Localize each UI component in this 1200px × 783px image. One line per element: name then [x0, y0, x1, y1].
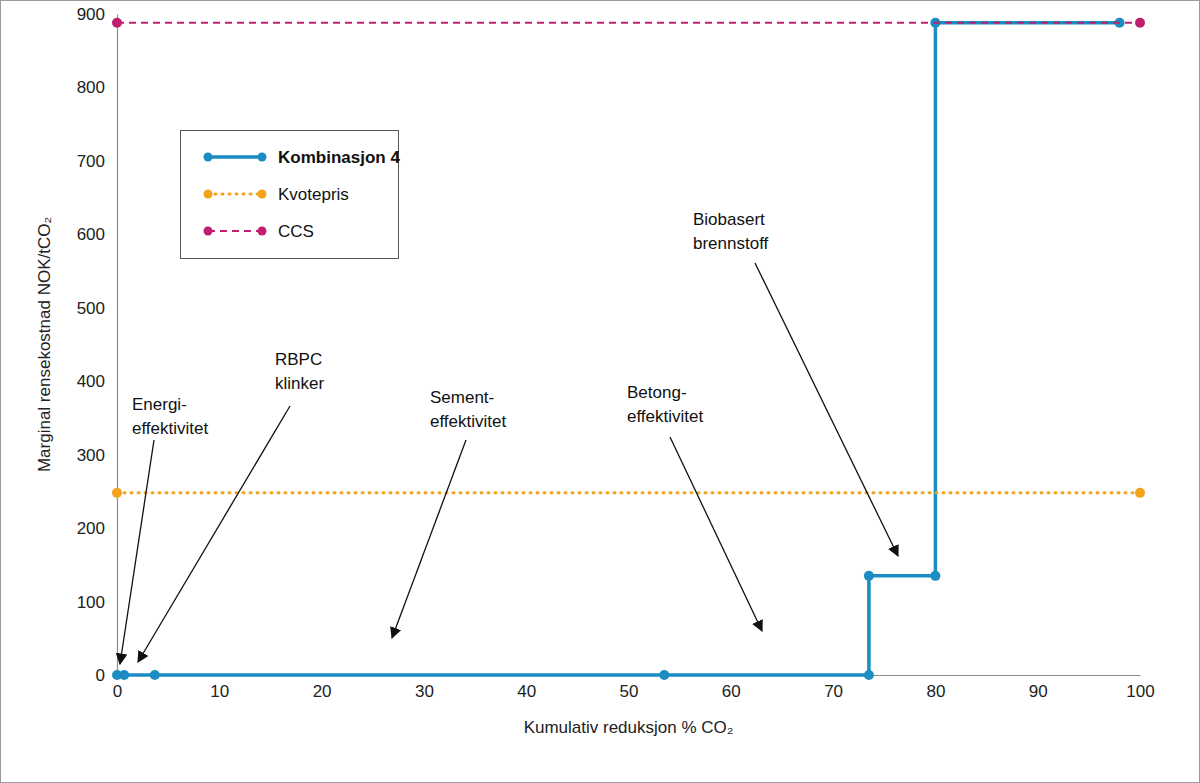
- marker: [864, 670, 874, 680]
- marker: [112, 18, 122, 28]
- tick-label: 300: [77, 446, 105, 465]
- tick-label: 40: [517, 682, 536, 701]
- tick-label: 100: [77, 592, 105, 611]
- legend-label: Kombinasjon 4: [278, 148, 400, 167]
- tick-label: 0: [113, 682, 122, 701]
- marker: [1135, 488, 1145, 498]
- annotation: Energi-effektivitet: [132, 395, 209, 438]
- annotation-arrow: [670, 437, 762, 631]
- legend-swatch: [208, 155, 262, 159]
- annotation-line: Energi-: [132, 395, 187, 414]
- annotation-line: Betong-: [627, 383, 687, 402]
- legend-label: CCS: [278, 222, 314, 241]
- series-group: [112, 18, 1145, 680]
- x-axis: 0 10 20 30 40 50 60 70 80 90 100: [113, 675, 1155, 701]
- annotations: Energi-effektivitet RBPC klinker Sement-eff…: [120, 210, 898, 664]
- legend: Kombinasjon 4 Kvotepris CCS: [181, 131, 401, 259]
- marker: [119, 670, 129, 680]
- tick-label: 10: [210, 682, 229, 701]
- annotation-line: Sement-: [430, 388, 494, 407]
- tick: 200: [77, 519, 117, 538]
- tick-label: 900: [77, 5, 105, 24]
- legend-marker: [258, 190, 267, 199]
- plot: 0 10 20 30 40 50 60 70 80 90 100 0 100 200 300 400 500 60…: [77, 5, 1155, 701]
- tick: 30: [415, 675, 434, 701]
- axis-line: [117, 15, 118, 676]
- tick: 100: [1126, 675, 1154, 701]
- tick-label: 90: [1029, 682, 1048, 701]
- tick: 40: [517, 675, 536, 701]
- tick: 70: [824, 675, 843, 701]
- annotation-arrow: [392, 440, 466, 638]
- tick-label: 200: [77, 519, 105, 538]
- marker: [1135, 18, 1145, 28]
- y-axis-title: Marginal rensekostnad NOK/tCO₂: [35, 217, 54, 472]
- annotation-line: klinker: [275, 374, 324, 393]
- annotation-line: effektivitet: [132, 419, 209, 438]
- tick-label: 700: [77, 152, 105, 171]
- tick: 50: [620, 675, 639, 701]
- tick-label: 500: [77, 299, 105, 318]
- tick-label: 30: [415, 682, 434, 701]
- annotation: Sement-effektivitet: [430, 388, 507, 431]
- annotation-line: RBPC: [275, 350, 322, 369]
- marker: [112, 488, 122, 498]
- annotation-line: effektivitet: [627, 407, 704, 426]
- legend-swatch: [208, 230, 262, 232]
- tick: 10: [210, 675, 229, 701]
- annotation: Betong-effektivitet: [627, 383, 704, 426]
- annotation: Biobasert brennstoff: [693, 210, 769, 253]
- tick-label: 0: [96, 666, 105, 685]
- annotation-line: brennstoff: [693, 234, 769, 253]
- tick-label: 50: [620, 682, 639, 701]
- legend-marker: [258, 153, 267, 162]
- background: [1, 1, 1200, 783]
- tick-label: 60: [722, 682, 741, 701]
- series-line: [117, 22, 1140, 24]
- tick: 800: [77, 78, 117, 97]
- tick-label: 600: [77, 225, 105, 244]
- annotation-arrow: [755, 263, 898, 556]
- tick-label: 20: [313, 682, 332, 701]
- tick-label: 800: [77, 78, 105, 97]
- legend-swatch: [208, 193, 262, 196]
- annotation-arrow: [120, 440, 154, 664]
- x-axis-title: Kumulativ reduksjon % CO₂: [524, 718, 734, 737]
- tick: 700: [77, 152, 117, 171]
- legend-marker: [258, 227, 267, 236]
- tick: 90: [1029, 675, 1048, 701]
- tick-label: 100: [1126, 682, 1154, 701]
- legend-marker: [204, 153, 213, 162]
- series-line: [117, 491, 1140, 494]
- legend-marker: [204, 227, 213, 236]
- tick: 500: [77, 299, 117, 318]
- legend-label: Kvotepris: [278, 185, 349, 204]
- tick-label: 400: [77, 372, 105, 391]
- chart: 0 10 20 30 40 50 60 70 80 90 100 0 100 200 300 400 500 60…: [0, 0, 1200, 783]
- y-axis: 0 100 200 300 400 500 600 700 800 900: [77, 5, 118, 685]
- annotation-line: effektivitet: [430, 412, 507, 431]
- tick: 400: [77, 372, 117, 391]
- tick: 60: [722, 675, 741, 701]
- tick-label: 70: [824, 682, 843, 701]
- tick: 80: [926, 675, 945, 701]
- marker: [930, 571, 940, 581]
- marker: [150, 670, 160, 680]
- tick: 600: [77, 225, 117, 244]
- legend-marker: [204, 190, 213, 199]
- annotation: RBPC klinker: [275, 350, 324, 393]
- tick-label: 80: [926, 682, 945, 701]
- annotation-line: Biobasert: [693, 210, 765, 229]
- annotation-arrow: [138, 406, 290, 662]
- series-line: [117, 23, 1120, 675]
- tick: 300: [77, 446, 117, 465]
- marker: [659, 670, 669, 680]
- tick: 20: [313, 675, 332, 701]
- marker: [864, 571, 874, 581]
- tick: 100: [77, 592, 117, 611]
- tick: 900: [77, 5, 117, 24]
